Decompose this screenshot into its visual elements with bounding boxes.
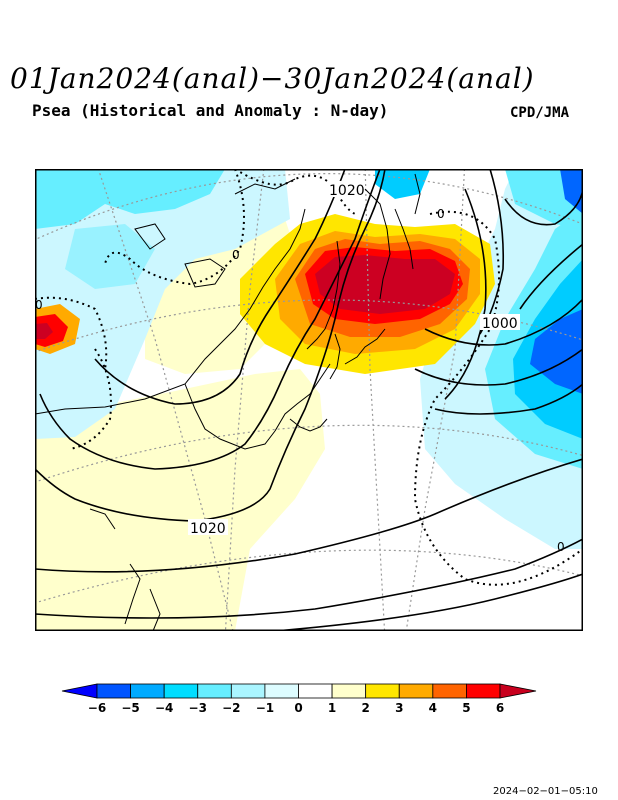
colorbar-cell — [331, 683, 367, 699]
colorbar-tick-label: −3 — [189, 701, 207, 715]
colorbar-tick-label: −5 — [121, 701, 139, 715]
shading-negative-west — [35, 169, 225, 229]
colorbar-cell — [466, 683, 501, 699]
colorbar-cell — [163, 683, 199, 699]
label-zero-centre: 0 — [232, 248, 240, 262]
graticule — [35, 169, 583, 631]
colorbar-cells — [61, 683, 537, 699]
isobars — [35, 169, 583, 631]
colorbar-tick-label: 2 — [361, 701, 369, 715]
shading-negative-northwest-patch — [65, 224, 155, 289]
shading-positive-peak — [315, 255, 455, 314]
timestamp: 2024−02−01−05:10 — [493, 786, 598, 797]
map-subtitle: Psea (Historical and Anomaly : N-day) — [32, 101, 389, 120]
map-frame — [35, 169, 583, 631]
colorbar-tick-label: −4 — [155, 701, 173, 715]
colorbar-cell — [264, 683, 299, 699]
anomaly-map: 1020 1000 1020 0 0 0 0 — [35, 169, 583, 631]
colorbar-tick-label: 0 — [294, 701, 302, 715]
label-1020-south: 1020 — [190, 521, 226, 537]
colorbar-tick-label: 4 — [429, 701, 437, 715]
colorbar-cell — [365, 683, 400, 699]
label-1000-east: 1000 — [482, 316, 518, 332]
colorbar-tick-label: −1 — [256, 701, 274, 715]
colorbar-cell — [230, 683, 266, 699]
colorbar-cell — [130, 683, 165, 699]
contour-labels: 1020 1000 1020 0 0 0 0 — [35, 181, 565, 554]
credit-label: CPD/JMA — [510, 105, 570, 121]
colorbar-arrow-high — [499, 683, 537, 699]
colorbar-tick-label: −2 — [222, 701, 240, 715]
colorbar-cell — [298, 683, 333, 699]
label-zero-north-east: 0 — [437, 207, 445, 221]
label-zero-west: 0 — [35, 298, 43, 312]
colorbar-tick-label: 5 — [462, 701, 470, 715]
zero-anomaly-contours — [35, 169, 583, 586]
colorbar: −6 −5 −4 −3 −2 −1 0 1 2 3 4 5 6 — [61, 683, 537, 715]
coastlines — [35, 173, 421, 631]
colorbar-arrow-low — [61, 683, 98, 699]
colorbar-tick-label: 1 — [328, 701, 336, 715]
label-1020-north: 1020 — [329, 183, 365, 199]
colorbar-cell — [197, 683, 232, 699]
colorbar-cell — [96, 683, 131, 699]
label-zero-south-east: 0 — [557, 540, 565, 554]
colorbar-tick-label: 3 — [395, 701, 403, 715]
colorbar-cell — [398, 683, 434, 699]
colorbar-ticks: −6 −5 −4 −3 −2 −1 0 1 2 3 4 5 6 — [88, 701, 504, 715]
map-title: 01Jan2024(anal)−30Jan2024(anal) — [10, 62, 535, 95]
colorbar-tick-label: 6 — [496, 701, 504, 715]
colorbar-tick-label: −6 — [88, 701, 106, 715]
shading-positive-west-peak — [35, 323, 53, 339]
colorbar-cell — [432, 683, 467, 699]
